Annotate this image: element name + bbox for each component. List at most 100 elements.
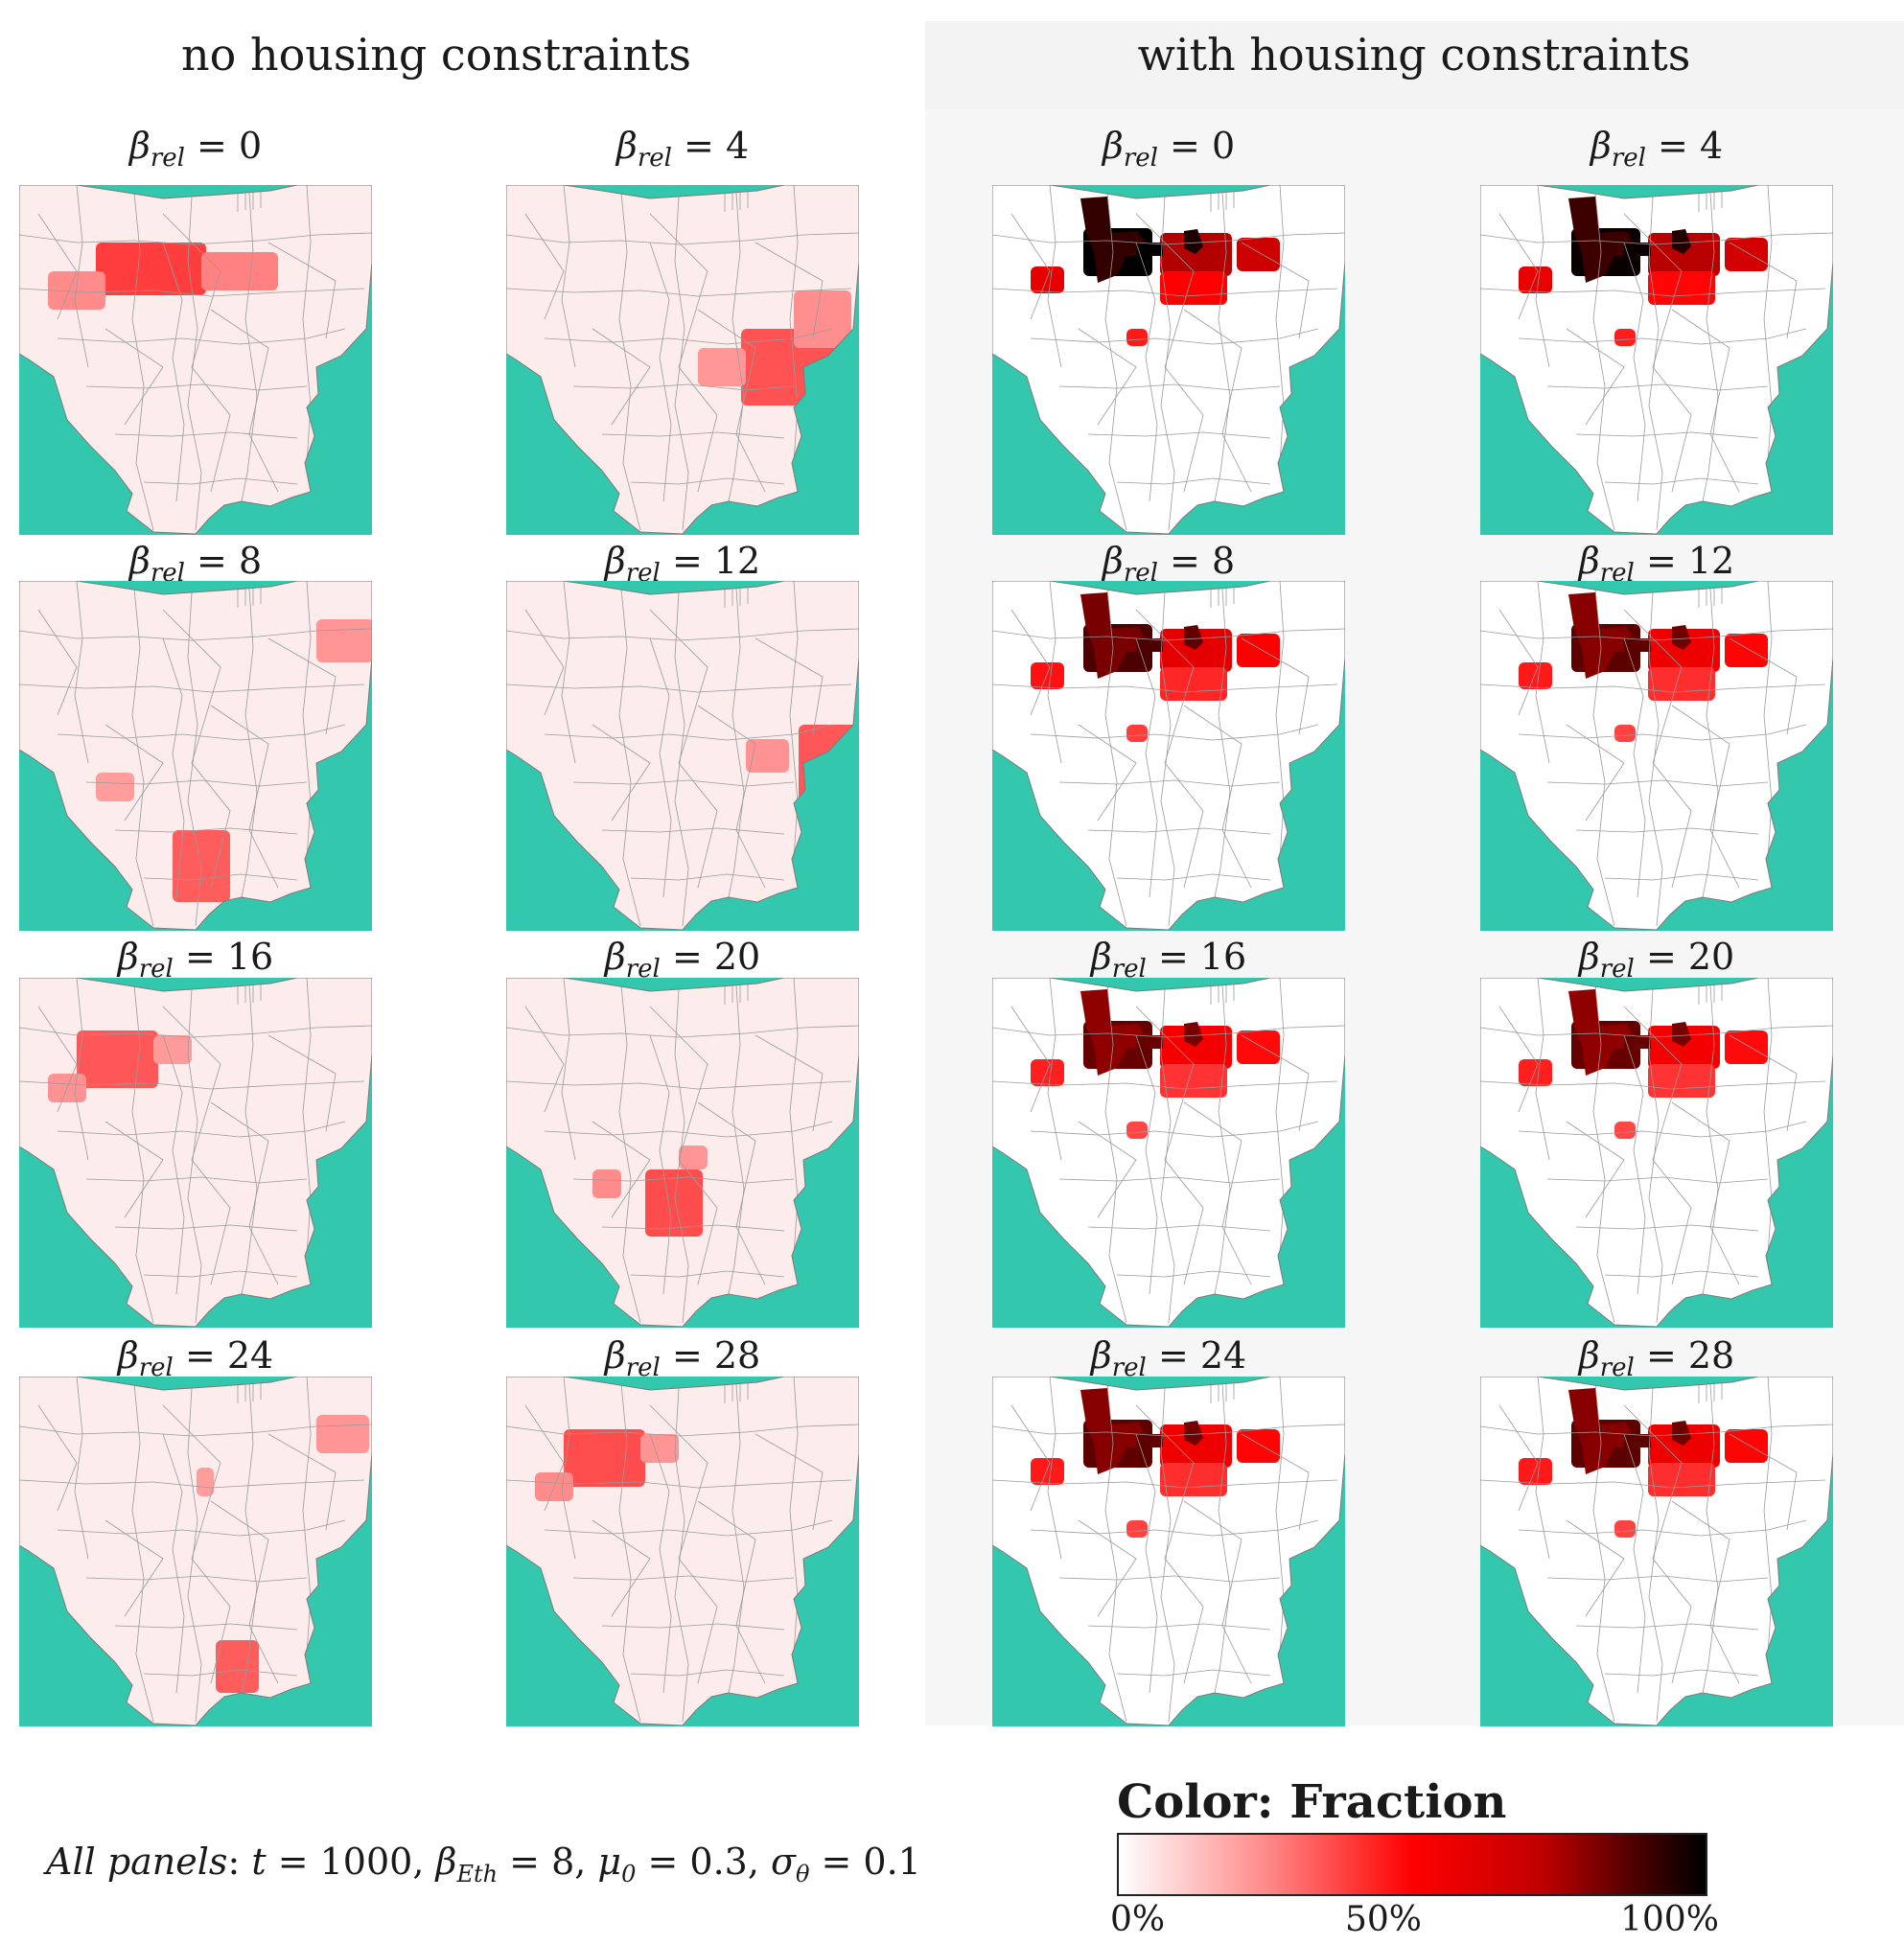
district-boundary <box>524 213 565 320</box>
core-district <box>1672 625 1691 650</box>
map-svg <box>1480 185 1833 535</box>
district-boundary <box>1058 1176 1281 1184</box>
district-boundary <box>992 1025 1345 1038</box>
district-fill-layer <box>592 1146 708 1237</box>
district-hotspot <box>1648 271 1715 305</box>
district-boundary <box>1214 588 1231 898</box>
panel-title-value: = 0 <box>184 125 263 167</box>
district-boundary <box>1592 192 1615 531</box>
district-boundary <box>1575 1224 1759 1232</box>
district-boundary <box>1604 1270 1759 1278</box>
district-boundary <box>649 1404 718 1684</box>
panel-title: βrel = 0 <box>992 125 1345 173</box>
panel-title-value: = 16 <box>173 936 274 978</box>
map-panel <box>19 581 372 931</box>
district-boundary <box>187 1387 202 1723</box>
district-boundary <box>267 1034 337 1132</box>
district-hotspot <box>1126 725 1148 742</box>
city-outline <box>1480 978 1833 1328</box>
city-land <box>1480 185 1833 534</box>
district-boundary <box>1623 609 1692 889</box>
district-boundary <box>992 288 1338 297</box>
core-district <box>1568 1388 1643 1474</box>
district-boundary <box>237 1380 262 1403</box>
district-boundary <box>755 637 824 735</box>
district-boundary <box>237 189 262 212</box>
district-boundary <box>1010 1404 1051 1512</box>
district-boundary <box>1518 724 1807 741</box>
panel-title-symbol: β <box>604 1334 626 1377</box>
core-district <box>1136 1434 1163 1447</box>
district-boundary <box>1566 1121 1625 1218</box>
district-boundary <box>1575 827 1759 835</box>
panel-title-symbol: β <box>1590 125 1612 167</box>
district-boundary <box>131 192 154 531</box>
district-boundary <box>1480 1025 1833 1038</box>
district-boundary <box>506 288 852 297</box>
district-boundary <box>143 873 298 881</box>
city-land <box>1480 978 1833 1327</box>
core-district <box>1672 229 1691 254</box>
district-boundary <box>37 1404 78 1512</box>
district-boundary <box>57 1519 346 1537</box>
district-boundary <box>1210 982 1235 1005</box>
district-hotspot <box>1614 1520 1636 1538</box>
district-boundary <box>1078 724 1137 822</box>
district-boundary <box>1592 1383 1615 1723</box>
district-boundary <box>1135 1006 1204 1285</box>
district-boundary <box>755 242 824 339</box>
district-boundary <box>674 591 689 927</box>
district-hotspot <box>77 1030 158 1088</box>
panel-title-value: = 12 <box>660 540 761 582</box>
district-boundary <box>114 827 298 835</box>
district-boundary <box>162 1006 231 1285</box>
district-hotspot <box>153 1035 192 1064</box>
map-svg <box>506 978 859 1328</box>
district-boundary <box>1480 1479 1826 1489</box>
district-boundary <box>789 581 799 860</box>
map-panel <box>19 185 372 535</box>
district-boundary <box>1648 591 1663 927</box>
city-land <box>992 581 1345 930</box>
district-boundary <box>992 683 1338 693</box>
district-boundary <box>1518 1121 1807 1138</box>
district-boundary <box>601 1623 785 1631</box>
district-boundary <box>674 1387 689 1723</box>
district-boundary <box>1671 309 1740 493</box>
district-boundary <box>1160 196 1175 531</box>
district-boundary <box>618 984 641 1324</box>
panel-title: βrel = 28 <box>506 1334 859 1382</box>
right-section-header-band <box>925 21 1904 109</box>
district-boundary <box>19 1080 365 1090</box>
district-hotspot <box>1519 1458 1552 1485</box>
district-boundary <box>187 591 202 927</box>
district-boundary <box>162 1404 231 1684</box>
district-boundary <box>697 705 766 889</box>
district-boundary <box>1087 827 1271 835</box>
district-boundary <box>524 609 565 716</box>
district-boundary <box>506 232 859 245</box>
district-boundary <box>1763 1377 1773 1656</box>
district-boundary <box>74 1377 89 1560</box>
district-boundary <box>1135 637 1158 898</box>
core-district <box>1080 1388 1155 1474</box>
panel-title: βrel = 20 <box>1480 936 1833 984</box>
map-svg <box>1480 978 1833 1328</box>
district-boundary <box>630 873 785 881</box>
district-hotspot <box>1031 266 1064 293</box>
district-boundary <box>992 1080 1338 1090</box>
district-boundary <box>601 431 785 439</box>
map-panel <box>1480 185 1833 535</box>
city-outline <box>992 185 1345 535</box>
district-boundary <box>1078 1121 1137 1218</box>
district-boundary <box>1566 1519 1625 1617</box>
district-boundaries <box>1480 1377 1833 1723</box>
district-boundary <box>1518 328 1807 345</box>
district-boundary <box>561 1377 576 1560</box>
district-boundaries <box>506 1377 859 1723</box>
district-boundary <box>267 1433 337 1531</box>
city-outline <box>992 978 1345 1328</box>
district-boundary <box>1214 192 1231 502</box>
district-boundary <box>724 189 749 212</box>
